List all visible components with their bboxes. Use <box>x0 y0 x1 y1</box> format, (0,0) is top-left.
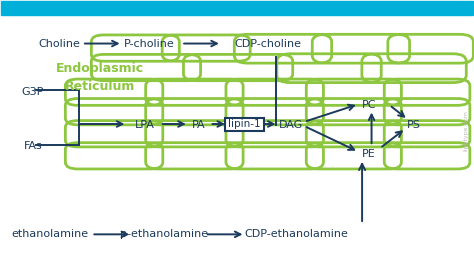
Text: lipotype.com: lipotype.com <box>464 110 468 151</box>
Text: LPA: LPA <box>135 120 155 130</box>
Text: Endoplasmic: Endoplasmic <box>56 62 144 75</box>
Text: Reticulum: Reticulum <box>65 80 135 93</box>
Text: ethanolamine: ethanolamine <box>12 229 89 239</box>
Text: PE: PE <box>362 149 376 159</box>
Text: PA: PA <box>192 120 206 130</box>
Text: Choline: Choline <box>39 39 81 49</box>
Text: CDP-ethanolamine: CDP-ethanolamine <box>244 229 348 239</box>
FancyBboxPatch shape <box>225 117 264 131</box>
Text: p-ethanolamine: p-ethanolamine <box>119 229 208 239</box>
Text: PC: PC <box>362 99 376 110</box>
Text: DAG: DAG <box>279 120 303 130</box>
Text: PS: PS <box>407 120 421 130</box>
Text: CDP-choline: CDP-choline <box>234 39 301 49</box>
Text: P-choline: P-choline <box>124 39 175 49</box>
Text: lipin-1: lipin-1 <box>228 119 261 129</box>
Text: FAs: FAs <box>23 141 42 151</box>
Text: G3P: G3P <box>22 87 44 97</box>
Bar <box>0 1 473 15</box>
